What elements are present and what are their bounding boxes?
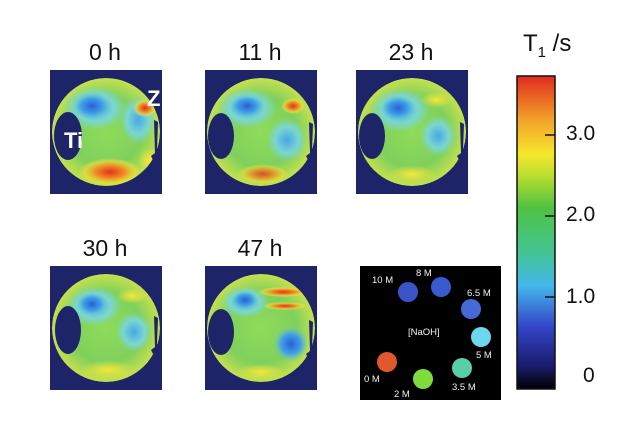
panel-time-label-0h: 0 h (89, 39, 121, 65)
vial-3-5m (452, 358, 472, 378)
t1-map-23h (356, 70, 468, 194)
colorbar-title-unit: /s (546, 30, 572, 57)
colorbar (516, 75, 556, 390)
panel-time-label-30h: 30 h (82, 235, 128, 261)
vial-6-5m (461, 299, 481, 319)
panel-time-label-47h: 47 h (237, 235, 283, 261)
colorbar-tick-1-0: 1.0 (566, 285, 596, 308)
colorbar-title-symbol: T (523, 30, 538, 57)
naoh-calibration-inset: 10 M 8 M 6.5 M 5 M 3.5 M 2 M 0 M [NaOH] (360, 266, 501, 400)
vial-label-2m: 2 M (394, 389, 410, 400)
panel-time-label-11h: 11 h (238, 39, 282, 65)
vial-10m (398, 282, 418, 302)
t1-map-30h (50, 266, 162, 390)
vial-label-0m: 0 M (364, 374, 380, 385)
vial-label-10m: 10 M (372, 275, 393, 286)
colorbar-tick-2-0: 2.0 (566, 203, 596, 226)
t1-map-47h (205, 266, 317, 390)
colorbar-tick-3-0: 3.0 (566, 122, 596, 145)
colorbar-tick-0: 0 (583, 364, 595, 387)
vial-label-5m: 5 M (476, 350, 492, 361)
t1-map-11h (205, 70, 317, 194)
vial-8m (431, 277, 451, 297)
vial-0m (377, 352, 397, 372)
vial-label-3-5m: 3.5 M (452, 382, 476, 393)
electrode-label-ti: Ti (64, 128, 84, 153)
colorbar-title: T1 /s (523, 30, 571, 61)
t1-map-0h (50, 70, 162, 194)
naoh-label: [NaOH] (408, 327, 440, 338)
panel-time-label-23h: 23 h (388, 39, 434, 65)
vial-label-6-5m: 6.5 M (467, 288, 491, 299)
electrode-label-zn: Zn (147, 86, 174, 111)
vial-5m (471, 327, 491, 347)
vial-2m (413, 369, 433, 389)
colorbar-title-subscript: 1 (537, 43, 547, 61)
vial-label-8m: 8 M (416, 268, 432, 279)
